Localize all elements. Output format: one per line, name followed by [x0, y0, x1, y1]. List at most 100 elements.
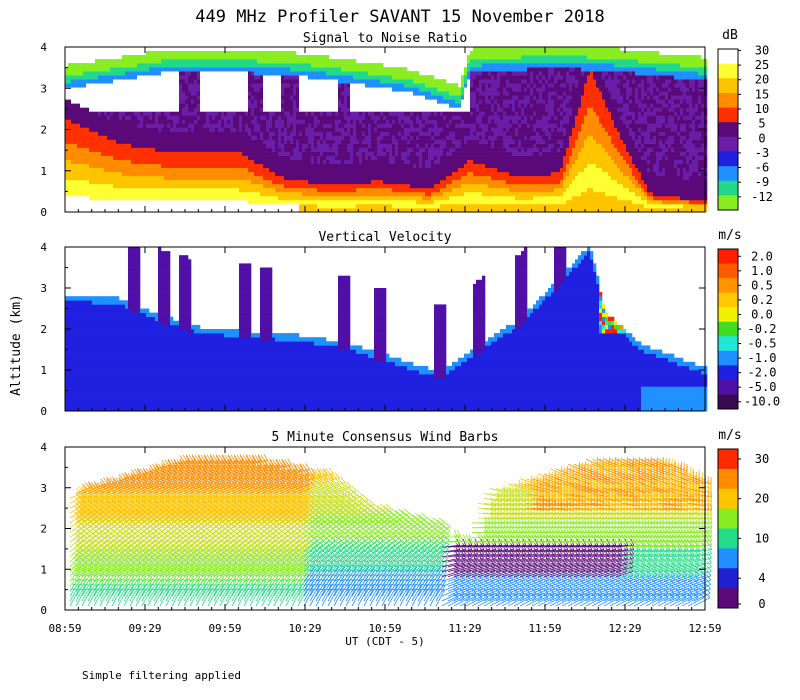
snr-cell: [290, 163, 294, 169]
snr-cell: [86, 187, 90, 193]
snr-cell: [77, 167, 81, 173]
snr-cell: [350, 131, 354, 136]
snr-cell: [305, 167, 309, 173]
snr-cell: [149, 91, 153, 96]
snr-cell: [74, 99, 78, 104]
snr-cell: [224, 167, 228, 173]
snr-cell: [179, 63, 183, 68]
snr-cell: [71, 63, 75, 68]
snr-cell: [266, 179, 270, 185]
snr-cell: [161, 59, 165, 64]
snr-cell: [254, 107, 258, 112]
snr-cell: [224, 67, 228, 72]
snr-cell: [191, 99, 195, 104]
snr-cell: [134, 111, 138, 116]
snr-cell: [335, 151, 339, 156]
snr-cell: [428, 79, 432, 84]
snr-cell: [368, 171, 372, 177]
snr-cell: [113, 159, 117, 165]
snr-cell: [257, 207, 261, 213]
snr-cell: [200, 63, 204, 68]
snr-cell: [158, 139, 162, 144]
snr-cell: [200, 75, 204, 80]
snr-cell: [254, 123, 258, 128]
snr-cell: [173, 159, 177, 165]
snr-cell: [152, 51, 156, 56]
snr-cell: [137, 163, 141, 169]
snr-cell: [371, 175, 375, 181]
snr-cell: [320, 67, 324, 72]
snr-cell: [281, 155, 285, 160]
snr-cell: [68, 187, 72, 193]
snr-cell: [116, 167, 120, 173]
snr-cell: [434, 99, 438, 104]
snr-cell: [371, 139, 375, 144]
snr-cell: [185, 203, 189, 209]
snr-cell: [305, 67, 309, 72]
snr-cell: [224, 63, 228, 68]
snr-cell: [68, 135, 72, 140]
snr-cell: [446, 163, 450, 169]
snr-cell: [197, 51, 201, 56]
snr-cell: [356, 91, 360, 96]
snr-cell: [125, 167, 129, 173]
snr-cell: [365, 179, 369, 185]
snr-cell: [434, 163, 438, 169]
snr-cell: [404, 143, 408, 148]
snr-cell: [245, 63, 249, 68]
snr-cell: [290, 67, 294, 72]
snr-cell: [257, 67, 261, 72]
snr-cell: [86, 175, 90, 181]
snr-cell: [404, 191, 408, 197]
snr-cell: [449, 119, 453, 124]
snr-cell: [92, 111, 96, 116]
snr-cell: [362, 191, 366, 197]
snr-cell: [161, 123, 165, 128]
snr-cell: [317, 179, 321, 185]
snr-cell: [326, 75, 330, 80]
snr-cell: [335, 135, 339, 140]
snr-cell: [383, 67, 387, 72]
snr-cell: [296, 55, 300, 60]
snr-cell: [128, 119, 132, 124]
snr-cell: [293, 99, 297, 104]
snr-cell: [89, 131, 93, 136]
snr-cell: [293, 195, 297, 201]
snr-cell: [317, 171, 321, 177]
snr-cell: [329, 199, 333, 205]
snr-cell: [89, 103, 93, 108]
snr-cell: [134, 159, 138, 165]
snr-cell: [377, 87, 381, 92]
snr-cell: [101, 159, 105, 165]
snr-cell: [275, 83, 279, 88]
snr-cell: [68, 75, 72, 80]
snr-cell: [71, 111, 75, 116]
x-axis-label: UT (CDT - 5): [345, 635, 424, 648]
snr-cell: [410, 151, 414, 156]
snr-cell: [167, 171, 171, 177]
snr-cell: [239, 103, 243, 108]
snr-cell: [311, 91, 315, 96]
snr-cell: [344, 95, 348, 100]
snr-cell: [320, 155, 324, 160]
snr-cell: [335, 115, 339, 120]
snr-cell: [401, 135, 405, 140]
snr-cell: [338, 175, 342, 181]
snr-cell: [353, 159, 357, 165]
snr-cell: [74, 187, 78, 193]
snr-cell: [200, 191, 204, 197]
snr-cell: [275, 59, 279, 64]
snr-cell: [359, 139, 363, 144]
snr-cell: [176, 71, 180, 76]
snr-cell: [98, 115, 102, 120]
snr-cell: [290, 203, 294, 209]
snr-cell: [116, 91, 120, 96]
snr-cell: [422, 103, 426, 108]
snr-cell: [332, 107, 336, 112]
snr-cell: [128, 115, 132, 120]
snr-cell: [128, 75, 132, 80]
snr-cell: [119, 187, 123, 193]
snr-cell: [287, 111, 291, 116]
snr-cell: [245, 155, 249, 160]
snr-cell: [266, 55, 270, 60]
